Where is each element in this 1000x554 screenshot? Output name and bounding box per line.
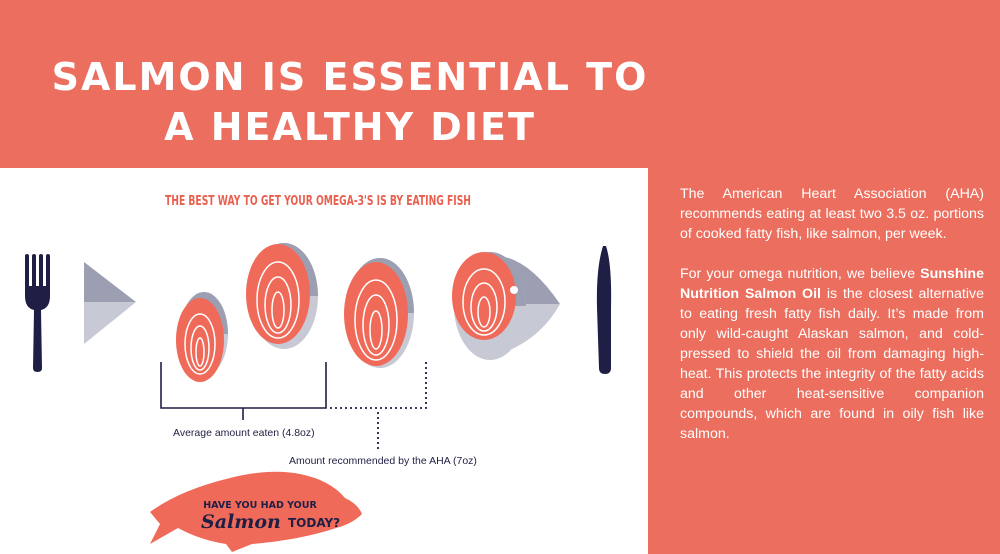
badge-line1: HAVE YOU HAD YOUR	[203, 500, 317, 511]
recommended-bracket	[330, 362, 427, 409]
salmon-steak-medium-icon	[246, 243, 318, 349]
salmon-steak-small-icon	[176, 292, 228, 382]
badge-today: TODAY?	[288, 516, 340, 530]
product-paragraph: For your omega nutrition, we believe Sun…	[680, 266, 984, 442]
description: The American Heart Association (AHA) rec…	[680, 184, 984, 464]
salmon-badge: HAVE YOU HAD YOUR Salmon TODAY?	[150, 471, 362, 552]
average-amount-label: Average amount eaten (4.8oz)	[173, 427, 315, 439]
knife-icon	[596, 246, 612, 374]
fork-icon	[25, 254, 50, 372]
page-title: SALMON IS ESSENTIAL TO A HEALTHY DIET	[51, 55, 649, 149]
salmon-steak-large-icon	[344, 258, 414, 368]
infographic-heading: THE BEST WAY TO GET YOUR OMEGA-3'S IS BY…	[165, 193, 471, 209]
salmon-fish-icon	[150, 471, 362, 552]
recommended-amount-label: Amount recommended by the AHA (7oz)	[289, 455, 477, 467]
infographic: THE BEST WAY TO GET YOUR OMEGA-3'S IS BY…	[25, 193, 612, 552]
brand-name: Sunshine Nutrition Salmon Oil	[680, 266, 984, 302]
fish-head-half-icon	[84, 262, 136, 344]
badge-salmon: Salmon	[201, 511, 281, 533]
infographic-panel: THE BEST WAY TO GET YOUR OMEGA-3'S IS BY…	[0, 168, 648, 554]
aha-paragraph: The American Heart Association (AHA) rec…	[680, 186, 984, 242]
fish-head-steak-icon	[452, 252, 560, 360]
fish-eye-icon	[510, 286, 518, 294]
